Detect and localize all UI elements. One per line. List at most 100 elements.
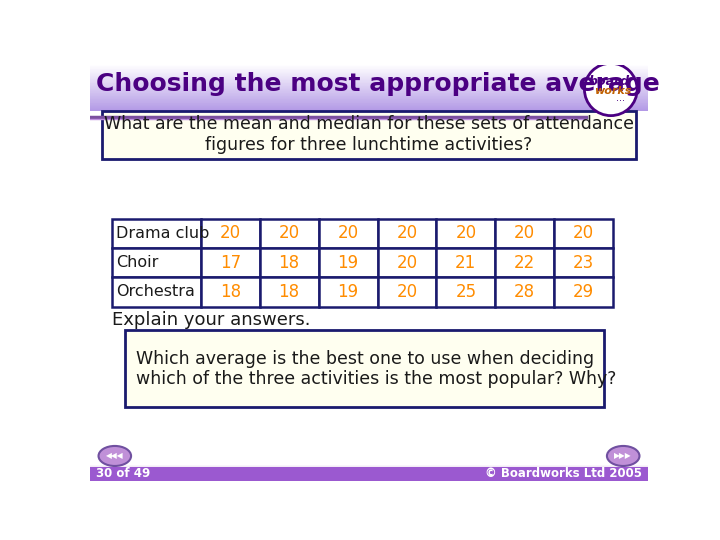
- FancyBboxPatch shape: [495, 248, 554, 278]
- FancyBboxPatch shape: [90, 69, 648, 70]
- FancyBboxPatch shape: [90, 67, 648, 68]
- FancyBboxPatch shape: [554, 248, 613, 278]
- FancyBboxPatch shape: [90, 473, 648, 474]
- Text: 20: 20: [220, 225, 240, 242]
- FancyBboxPatch shape: [90, 87, 648, 88]
- Text: 20: 20: [397, 283, 418, 301]
- Text: Which average is the best one to use when deciding
which of the three activities: Which average is the best one to use whe…: [137, 349, 617, 388]
- FancyBboxPatch shape: [201, 219, 260, 248]
- Text: 19: 19: [338, 283, 359, 301]
- FancyBboxPatch shape: [90, 465, 648, 466]
- Text: 20: 20: [573, 225, 594, 242]
- FancyBboxPatch shape: [319, 278, 377, 307]
- FancyBboxPatch shape: [90, 479, 648, 480]
- FancyBboxPatch shape: [90, 90, 648, 91]
- Text: 18: 18: [279, 254, 300, 272]
- FancyBboxPatch shape: [90, 106, 648, 107]
- Text: 29: 29: [573, 283, 594, 301]
- FancyBboxPatch shape: [201, 278, 260, 307]
- Text: Orchestra: Orchestra: [117, 285, 195, 300]
- FancyBboxPatch shape: [90, 478, 648, 479]
- Text: 17: 17: [220, 254, 240, 272]
- FancyBboxPatch shape: [201, 248, 260, 278]
- FancyBboxPatch shape: [260, 278, 319, 307]
- FancyBboxPatch shape: [90, 480, 648, 481]
- Text: 23: 23: [573, 254, 594, 272]
- Text: 19: 19: [338, 254, 359, 272]
- Text: 20: 20: [455, 225, 477, 242]
- FancyBboxPatch shape: [90, 470, 648, 471]
- FancyBboxPatch shape: [90, 65, 648, 66]
- FancyBboxPatch shape: [377, 278, 436, 307]
- Text: What are the mean and median for these sets of attendance
figures for three lunc: What are the mean and median for these s…: [104, 116, 634, 154]
- FancyBboxPatch shape: [495, 219, 554, 248]
- Text: 20: 20: [338, 225, 359, 242]
- FancyBboxPatch shape: [90, 471, 648, 472]
- FancyBboxPatch shape: [554, 278, 613, 307]
- FancyBboxPatch shape: [260, 219, 319, 248]
- FancyBboxPatch shape: [90, 105, 648, 106]
- FancyBboxPatch shape: [436, 248, 495, 278]
- Text: 18: 18: [220, 283, 240, 301]
- FancyBboxPatch shape: [554, 219, 613, 248]
- FancyBboxPatch shape: [90, 89, 648, 90]
- FancyBboxPatch shape: [90, 468, 648, 469]
- FancyBboxPatch shape: [90, 80, 648, 81]
- FancyBboxPatch shape: [102, 111, 636, 159]
- FancyBboxPatch shape: [90, 78, 648, 79]
- FancyBboxPatch shape: [90, 72, 648, 73]
- Text: Explain your answers.: Explain your answers.: [112, 311, 310, 329]
- FancyBboxPatch shape: [90, 110, 648, 111]
- FancyBboxPatch shape: [125, 330, 604, 408]
- FancyBboxPatch shape: [90, 472, 648, 473]
- Text: 25: 25: [455, 283, 477, 301]
- FancyBboxPatch shape: [90, 474, 648, 475]
- Text: ◀◀◀: ◀◀◀: [106, 451, 124, 461]
- Text: board: board: [589, 75, 630, 88]
- Text: 20: 20: [514, 225, 536, 242]
- FancyBboxPatch shape: [377, 219, 436, 248]
- FancyBboxPatch shape: [90, 104, 648, 105]
- FancyBboxPatch shape: [377, 248, 436, 278]
- FancyBboxPatch shape: [90, 88, 648, 89]
- Text: 22: 22: [514, 254, 536, 272]
- Text: 21: 21: [455, 254, 477, 272]
- FancyBboxPatch shape: [90, 66, 648, 67]
- Text: ...: ...: [616, 93, 625, 103]
- FancyBboxPatch shape: [90, 93, 648, 94]
- FancyBboxPatch shape: [90, 73, 648, 74]
- Text: 20: 20: [397, 254, 418, 272]
- FancyBboxPatch shape: [260, 248, 319, 278]
- FancyBboxPatch shape: [90, 84, 648, 85]
- FancyBboxPatch shape: [90, 81, 648, 82]
- FancyBboxPatch shape: [90, 477, 648, 478]
- FancyBboxPatch shape: [90, 82, 648, 83]
- FancyBboxPatch shape: [90, 467, 648, 481]
- FancyBboxPatch shape: [112, 278, 201, 307]
- Text: Choosing the most appropriate average: Choosing the most appropriate average: [96, 72, 660, 97]
- FancyBboxPatch shape: [90, 469, 648, 470]
- Text: Choir: Choir: [117, 255, 158, 270]
- FancyBboxPatch shape: [90, 65, 648, 111]
- FancyBboxPatch shape: [90, 86, 648, 87]
- FancyBboxPatch shape: [90, 476, 648, 477]
- Text: 30 of 49: 30 of 49: [96, 467, 150, 480]
- Text: 28: 28: [514, 283, 536, 301]
- FancyBboxPatch shape: [90, 79, 648, 80]
- FancyBboxPatch shape: [90, 475, 648, 476]
- FancyBboxPatch shape: [90, 71, 648, 72]
- FancyBboxPatch shape: [436, 278, 495, 307]
- FancyBboxPatch shape: [90, 76, 648, 77]
- FancyBboxPatch shape: [90, 83, 648, 84]
- FancyBboxPatch shape: [90, 467, 648, 468]
- Text: ▶▶▶: ▶▶▶: [614, 451, 632, 461]
- FancyBboxPatch shape: [90, 85, 648, 86]
- FancyBboxPatch shape: [90, 92, 648, 93]
- FancyBboxPatch shape: [90, 75, 648, 76]
- FancyBboxPatch shape: [90, 74, 648, 75]
- FancyBboxPatch shape: [90, 77, 648, 78]
- FancyBboxPatch shape: [90, 102, 648, 103]
- FancyBboxPatch shape: [90, 108, 648, 109]
- FancyBboxPatch shape: [90, 68, 648, 69]
- FancyBboxPatch shape: [90, 103, 648, 104]
